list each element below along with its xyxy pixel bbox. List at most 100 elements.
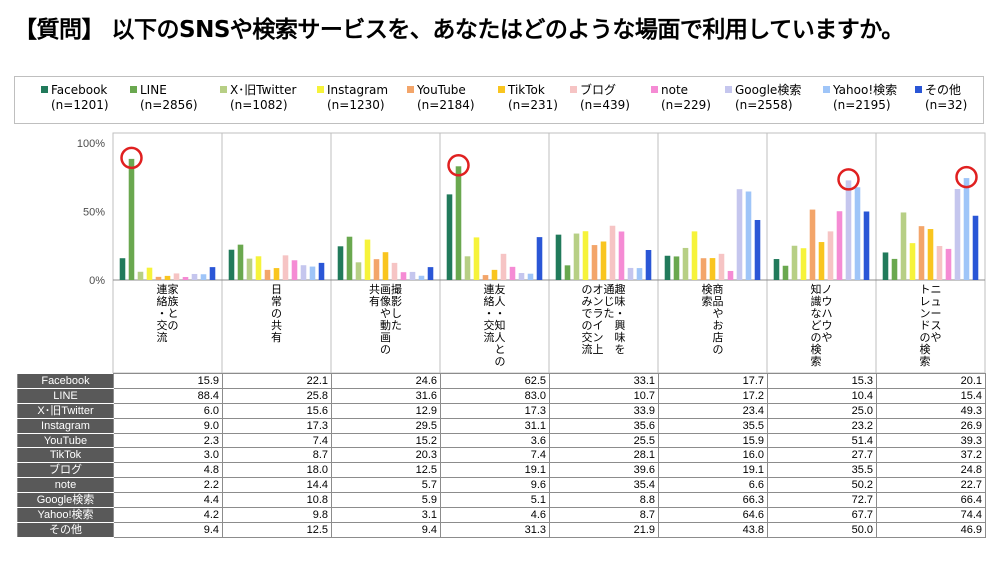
legend-n: (n=2195) bbox=[833, 98, 891, 112]
category-label-char: ハ bbox=[822, 307, 833, 320]
category-label-char: 索 bbox=[702, 294, 713, 308]
bar bbox=[927, 229, 934, 280]
category-label-char: 連 bbox=[157, 282, 168, 296]
category-label-char: 索 bbox=[920, 354, 931, 368]
bar bbox=[173, 273, 180, 280]
category-label-char: ド bbox=[920, 319, 931, 332]
table-row: Yahoo!検索 4.2 9.8 3.1 4.6 8.7 64.6 67.7 74.4 bbox=[17, 507, 986, 523]
category-label-char: 商 bbox=[713, 282, 724, 296]
bar bbox=[282, 255, 289, 280]
table-cell: 49.3 bbox=[876, 402, 986, 419]
category-label-char: 味 bbox=[615, 295, 626, 308]
category-label-char: お bbox=[713, 319, 724, 332]
table-cell: 23.2 bbox=[767, 417, 877, 434]
legend-item: LINE (n=2856) bbox=[130, 83, 198, 113]
bar bbox=[809, 209, 816, 280]
bar bbox=[754, 219, 761, 280]
table-cell: 67.7 bbox=[767, 507, 877, 523]
bar bbox=[264, 269, 271, 280]
category-label-char: 流 bbox=[484, 330, 495, 344]
bar bbox=[446, 194, 453, 280]
table-cell: 10.8 bbox=[222, 492, 332, 509]
legend-label: LINE bbox=[140, 83, 167, 97]
legend-item: Yahoo!検索 (n=2195) bbox=[823, 83, 897, 113]
y-tick-label: 100% bbox=[77, 138, 105, 150]
category-label-char: 人 bbox=[495, 295, 506, 308]
legend-swatch bbox=[407, 86, 414, 93]
category-label-char: 像 bbox=[380, 295, 391, 308]
bar bbox=[391, 262, 398, 280]
category-label-char: 有 bbox=[369, 294, 380, 308]
bar bbox=[418, 275, 425, 280]
category-label-char: の bbox=[495, 355, 506, 368]
category-label-char: 族 bbox=[168, 294, 179, 308]
bar bbox=[291, 260, 298, 280]
table-cell: 7.4 bbox=[440, 447, 550, 464]
table-row: Google検索 4.4 10.8 5.9 5.1 8.8 66.3 72.7 66.4 bbox=[17, 492, 986, 509]
category-label-char: ン bbox=[593, 331, 604, 344]
highlight-circle bbox=[955, 165, 978, 189]
category-label-char: ・ bbox=[484, 307, 495, 320]
bar bbox=[364, 239, 371, 280]
legend-n: (n=439) bbox=[580, 98, 630, 112]
category-label-char: 日 bbox=[271, 283, 282, 296]
category-label-char: し bbox=[391, 307, 402, 320]
bar bbox=[300, 265, 307, 280]
table-cell: 35.6 bbox=[549, 417, 659, 434]
category-label-char: ラ bbox=[593, 307, 604, 320]
category-label-char: 絡 bbox=[484, 294, 495, 308]
table-cell: 25.8 bbox=[222, 387, 332, 404]
table-cell: 88.4 bbox=[113, 387, 223, 404]
table-cell: 17.7 bbox=[658, 373, 768, 389]
category-label-char: を bbox=[615, 343, 626, 356]
bar bbox=[972, 215, 979, 280]
legend-item: TikTok (n=231) bbox=[498, 83, 558, 113]
table-cell: 18.0 bbox=[222, 462, 332, 479]
category-label-char: や bbox=[380, 307, 391, 320]
table-cell: 3.0 bbox=[113, 447, 223, 464]
bar bbox=[600, 241, 607, 280]
bar-chart: 100%50%0%家族との連絡・交流日常の共有撮影した画像や動画の共有友人・知人… bbox=[77, 132, 986, 374]
bar bbox=[337, 246, 344, 280]
category-label-char: レ bbox=[920, 295, 931, 308]
table-cell: 66.4 bbox=[876, 492, 986, 509]
legend-label: YouTube bbox=[417, 83, 466, 97]
bar bbox=[473, 237, 480, 280]
legend-n: (n=2558) bbox=[735, 98, 793, 112]
category-label-char: 品 bbox=[713, 295, 724, 308]
table-row-label: Google検索 bbox=[17, 492, 114, 509]
bar bbox=[482, 275, 489, 280]
table-cell: 33.1 bbox=[549, 373, 659, 389]
legend-item: Instagram (n=1230) bbox=[317, 83, 388, 113]
table-cell: 15.4 bbox=[876, 387, 986, 404]
table-cell: 19.1 bbox=[658, 462, 768, 479]
bar bbox=[709, 258, 716, 280]
legend-item: YouTube (n=2184) bbox=[407, 83, 475, 113]
bar bbox=[745, 191, 752, 280]
bar bbox=[682, 247, 689, 280]
table-row-label: Facebook bbox=[17, 373, 114, 389]
legend-swatch bbox=[220, 86, 227, 93]
category-label-char: 検 bbox=[920, 342, 931, 356]
table-cell: 50.0 bbox=[767, 521, 877, 538]
bar bbox=[573, 233, 580, 280]
table-cell: 43.8 bbox=[658, 521, 768, 538]
legend-label: Google検索 bbox=[735, 83, 802, 97]
category-label-char: 画 bbox=[380, 283, 391, 296]
category-label-char: 交 bbox=[484, 318, 495, 332]
bar bbox=[182, 276, 189, 280]
bar bbox=[491, 269, 498, 280]
bar bbox=[409, 271, 416, 280]
table-cell: 64.6 bbox=[658, 507, 768, 523]
table-cell: 9.4 bbox=[331, 521, 441, 538]
table-cell: 5.7 bbox=[331, 477, 441, 494]
table-cell: 37.2 bbox=[876, 447, 986, 464]
legend-item: Facebook (n=1201) bbox=[41, 83, 109, 113]
bar bbox=[209, 267, 216, 280]
bar bbox=[464, 256, 471, 280]
category-label-char: な bbox=[811, 307, 822, 320]
table-cell: 15.2 bbox=[331, 432, 441, 449]
table-cell: 9.4 bbox=[113, 521, 223, 538]
legend-n: (n=2184) bbox=[417, 98, 475, 112]
